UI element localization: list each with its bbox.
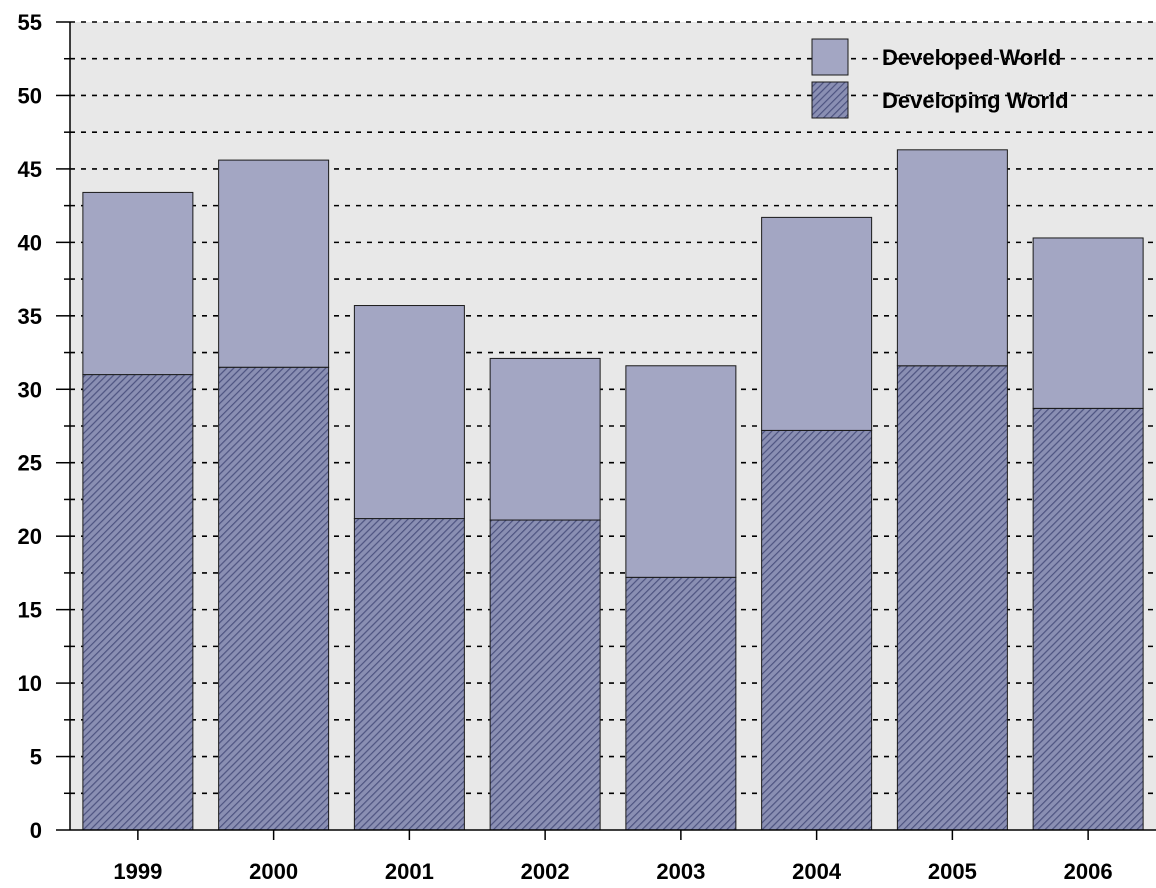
x-tick-label: 2005 (928, 859, 977, 884)
bar-developing-world (218, 366, 330, 831)
y-axis: 0 5 10 15 20 25 30 35 40 45 50 55 (18, 10, 71, 843)
x-axis: 1999 2000 2001 2002 2003 2004 2005 2006 (70, 829, 1156, 884)
y-tick-label: 25 (18, 451, 42, 476)
bar-developing-world (625, 576, 737, 831)
x-tick-label: 2004 (792, 859, 842, 884)
y-tick-label: 45 (18, 157, 42, 182)
legend-swatch (811, 81, 849, 119)
bar-developing-world (82, 374, 194, 831)
y-tick-label: 5 (30, 745, 42, 770)
bar-developed-world (761, 216, 873, 431)
x-tick-label: 2006 (1064, 859, 1113, 884)
bar-developing-world (353, 518, 465, 831)
y-tick-label: 10 (18, 671, 42, 696)
y-tick-label: 35 (18, 304, 42, 329)
bar-developed-world (218, 159, 330, 368)
bar-developed-world (625, 365, 737, 578)
bar-developed-world (1032, 237, 1144, 409)
bar-developing-world (896, 365, 1008, 831)
bar-developing-world (489, 519, 601, 831)
bar-developed-world (489, 357, 601, 521)
legend-label: Developed World (882, 45, 1061, 70)
y-tick-label: 0 (30, 818, 42, 843)
bar-developed-world (353, 305, 465, 520)
legend: Developed World Developing World (811, 38, 1069, 119)
y-tick-label: 50 (18, 83, 42, 108)
bar-developing-world (1032, 407, 1144, 831)
bar-developing-world (761, 429, 873, 831)
legend-swatch (811, 38, 849, 76)
x-tick-label: 2003 (656, 859, 705, 884)
y-tick-label: 20 (18, 524, 42, 549)
bar-developed-world (896, 149, 1008, 367)
x-tick-label: 2000 (249, 859, 298, 884)
bars (82, 149, 1144, 831)
y-tick-label: 15 (18, 598, 42, 623)
bar-developed-world (82, 191, 194, 376)
x-tick-label: 1999 (113, 859, 162, 884)
x-tick-label: 2002 (521, 859, 570, 884)
legend-label: Developing World (882, 88, 1069, 113)
y-tick-label: 40 (18, 230, 42, 255)
y-tick-label: 55 (18, 10, 42, 35)
x-tick-label: 2001 (385, 859, 434, 884)
y-tick-label: 30 (18, 377, 42, 402)
